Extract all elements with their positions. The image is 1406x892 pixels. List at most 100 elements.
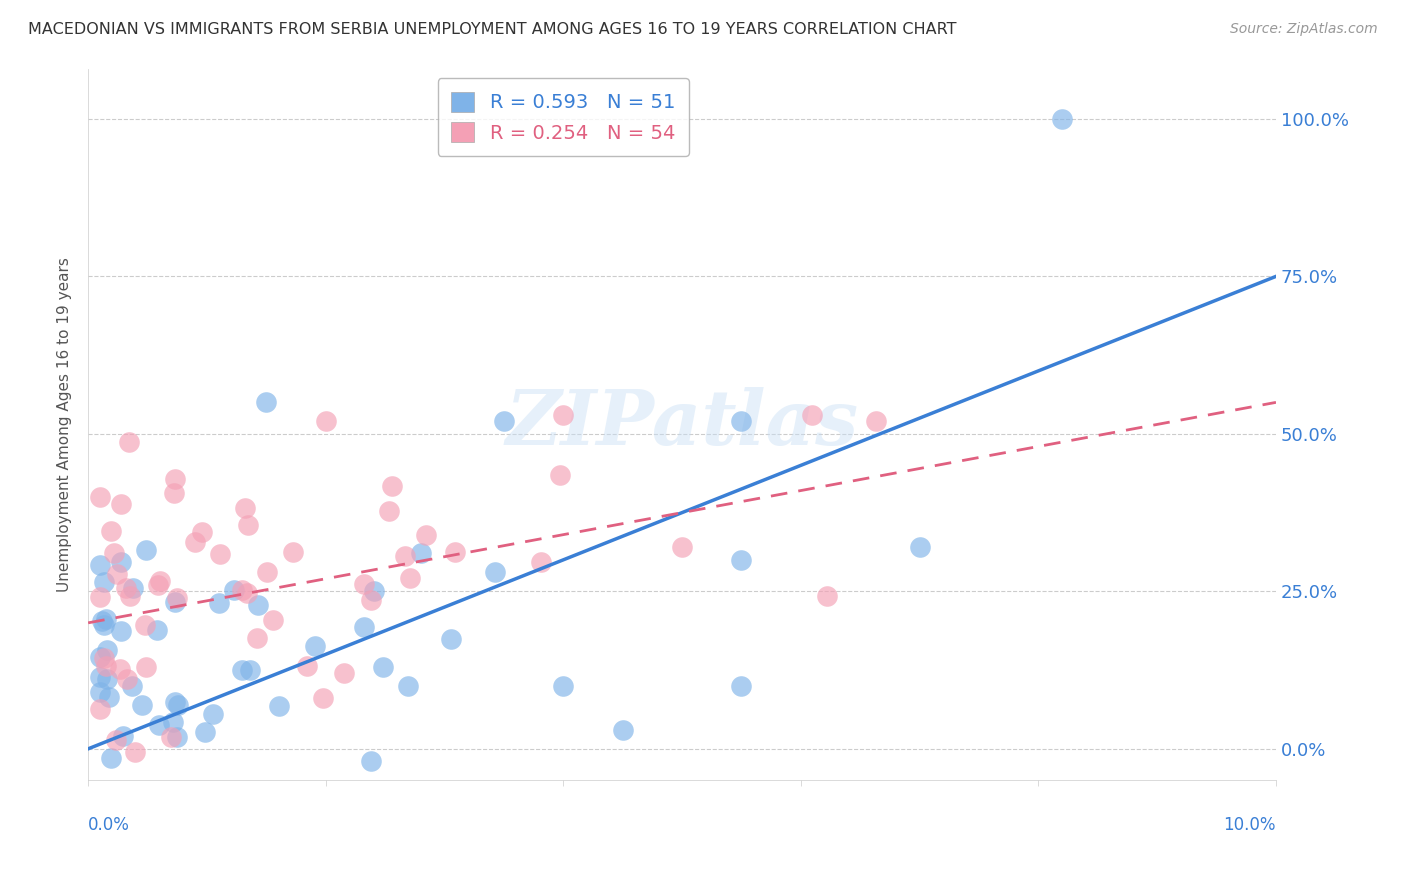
Point [167,698,190,712]
Point [94,612,117,626]
Point [118,589,141,603]
Point [304,639,326,653]
Point [194,725,217,739]
Point [121,679,143,693]
Point [145,623,167,637]
Point [360,755,382,769]
Point [409,546,432,560]
Point [93,575,115,590]
Point [865,414,887,428]
Point [281,545,304,559]
Point [160,730,183,744]
Point [353,620,375,634]
Y-axis label: Unemployment Among Ages 16 to 19 years: Unemployment Among Ages 16 to 19 years [58,257,72,592]
Point [235,586,257,600]
Point [134,617,156,632]
Point [100,751,122,765]
Point [96,673,118,687]
Point [315,414,337,428]
Point [166,591,188,605]
Point [183,534,205,549]
Point [377,504,399,518]
Point [444,545,467,559]
Point [96,643,118,657]
Point [191,525,214,540]
Point [815,589,838,603]
Point [93,651,115,665]
Point [110,497,132,511]
Point [115,672,138,686]
Legend: R = 0.593   N = 51, R = 0.254   N = 54: R = 0.593 N = 51, R = 0.254 N = 54 [437,78,689,156]
Point [117,435,139,450]
Point [333,666,356,681]
Point [148,718,170,732]
Point [730,414,752,428]
Point [162,715,184,730]
Point [89,590,111,604]
Point [135,542,157,557]
Point [297,659,319,673]
Point [89,558,111,572]
Point [89,650,111,665]
Point [165,694,187,708]
Point [236,518,259,533]
Point [111,729,134,743]
Point [553,679,575,693]
Point [104,732,127,747]
Point [373,660,395,674]
Point [246,632,269,646]
Text: ZIPatlas: ZIPatlas [506,387,859,461]
Text: MACEDONIAN VS IMMIGRANTS FROM SERBIA UNEMPLOYMENT AMONG AGES 16 TO 19 YEARS CORR: MACEDONIAN VS IMMIGRANTS FROM SERBIA UNE… [28,22,956,37]
Text: Source: ZipAtlas.com: Source: ZipAtlas.com [1230,22,1378,37]
Point [269,698,291,713]
Point [108,662,131,676]
Point [484,565,506,579]
Point [239,663,262,677]
Point [202,707,225,722]
Point [89,670,111,684]
Point [262,613,284,627]
Point [312,690,335,705]
Point [399,571,422,585]
Point [440,632,463,646]
Point [529,555,551,569]
Point [231,583,253,598]
Point [96,659,118,673]
Point [224,583,246,598]
Point [246,598,269,612]
Point [730,553,752,567]
Point [415,528,437,542]
Text: 0.0%: 0.0% [89,816,129,834]
Point [89,702,111,716]
Point [110,624,132,638]
Point [353,576,375,591]
Text: 10.0%: 10.0% [1223,816,1277,834]
Point [124,745,146,759]
Point [93,618,115,632]
Point [163,595,186,609]
Point [800,408,823,422]
Point [254,395,277,409]
Point [103,546,125,560]
Point [256,565,278,579]
Point [730,679,752,693]
Point [149,574,172,588]
Point [146,577,169,591]
Point [100,524,122,539]
Point [165,472,187,486]
Point [908,541,931,555]
Point [363,584,385,599]
Point [89,684,111,698]
Point [131,698,153,712]
Point [208,596,231,610]
Point [98,690,121,704]
Point [1050,112,1073,126]
Point [398,679,420,693]
Point [360,593,382,607]
Point [671,541,693,555]
Point [105,567,128,582]
Point [492,414,515,428]
Point [163,485,186,500]
Point [231,663,253,677]
Point [166,730,188,744]
